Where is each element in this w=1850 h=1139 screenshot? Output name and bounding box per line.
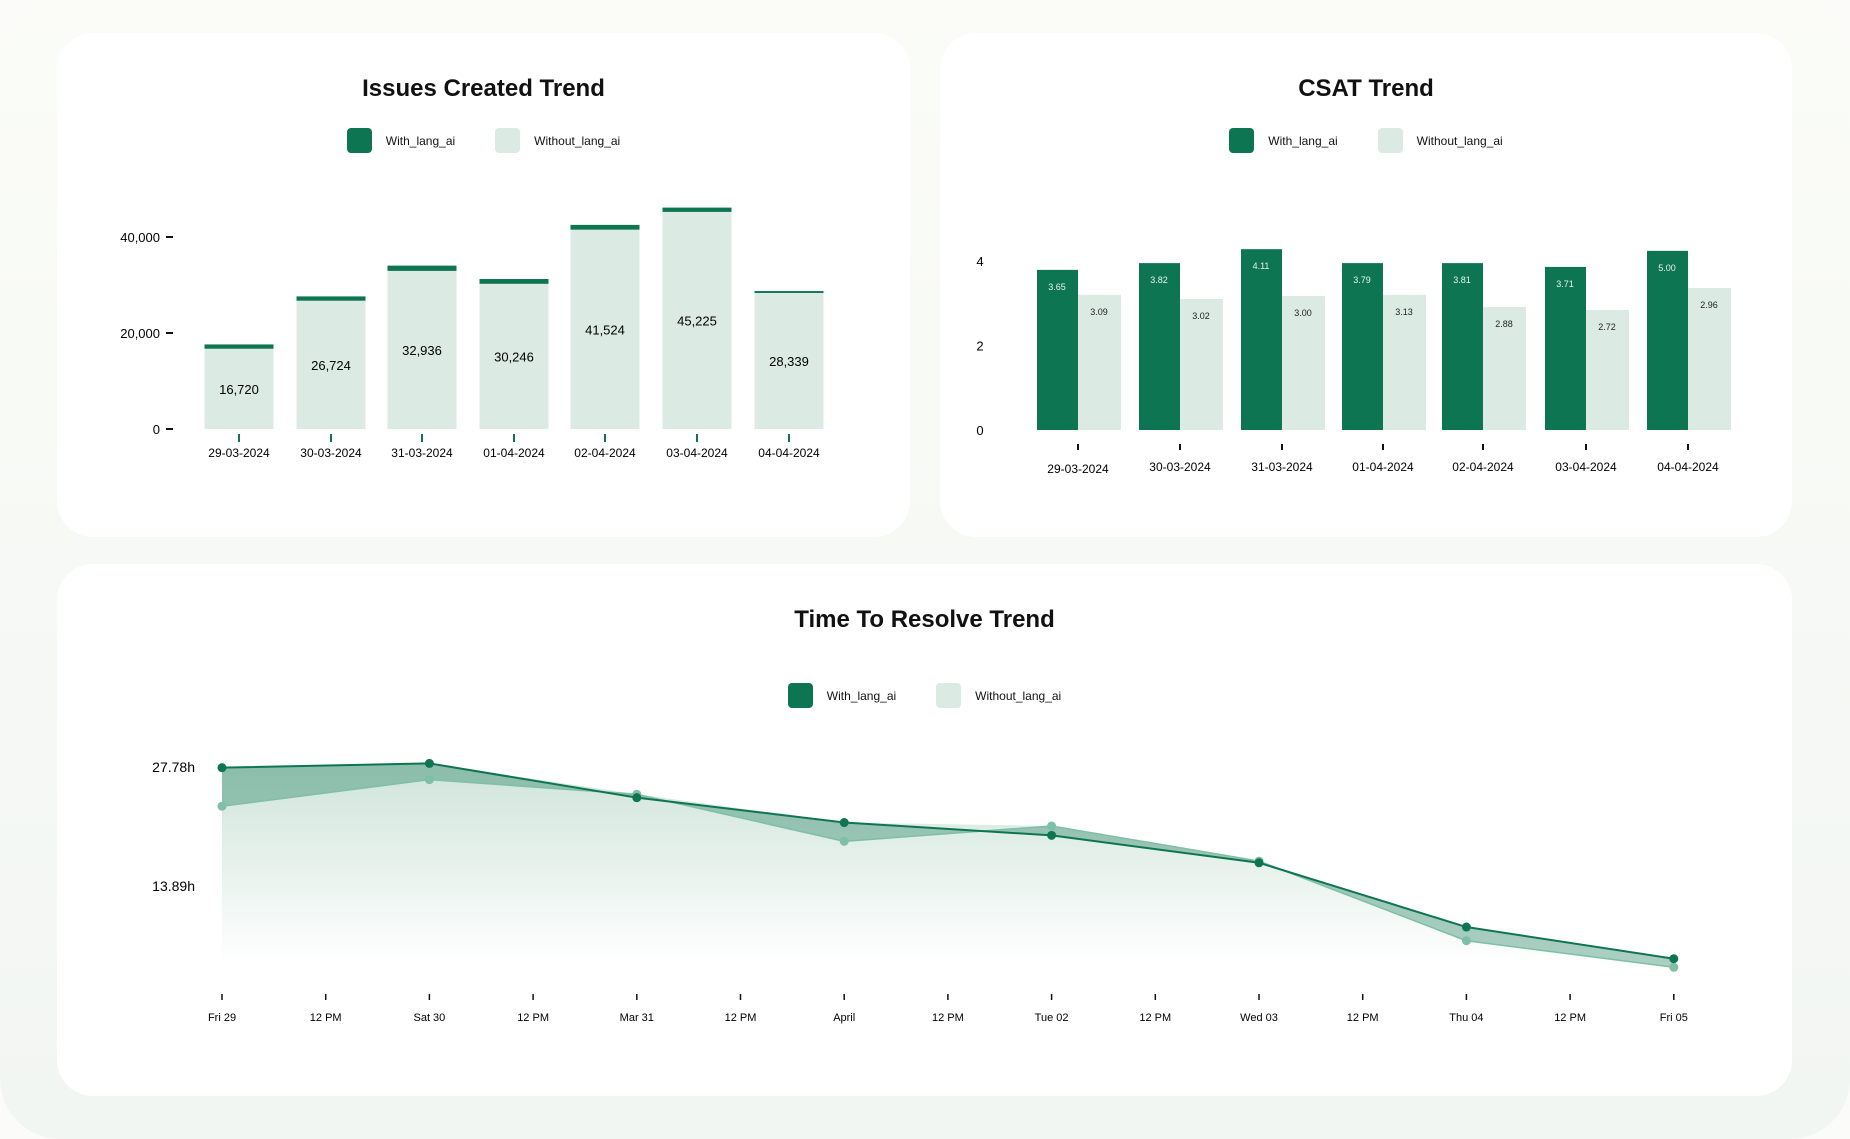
swatch-with bbox=[346, 128, 372, 153]
chart-title: CSAT Trend bbox=[1298, 75, 1434, 102]
swatch-with bbox=[1229, 128, 1255, 153]
legend-label: Without_lang_ai bbox=[534, 133, 621, 148]
legend: With_lang_ai Without_lang_ai bbox=[57, 128, 910, 153]
legend-label: With_lang_ai bbox=[1268, 133, 1338, 148]
swatch-with bbox=[787, 683, 813, 708]
swatch-without bbox=[495, 128, 521, 153]
legend-with[interactable]: With_lang_ai bbox=[346, 128, 456, 153]
legend: With_lang_ai Without_lang_ai bbox=[940, 128, 1792, 153]
legend-without[interactable]: Without_lang_ai bbox=[495, 128, 620, 153]
legend-without[interactable]: Without_lang_ai bbox=[1377, 128, 1503, 153]
legend-label: Without_lang_ai bbox=[1416, 133, 1503, 148]
swatch-without bbox=[1377, 128, 1403, 153]
issues-created-card: Issues Created Trend With_lang_ai Withou… bbox=[57, 33, 910, 537]
time-to-resolve-card: Time To Resolve Trend With_lang_ai Witho… bbox=[57, 564, 1792, 1096]
csat-card: CSAT Trend With_lang_ai Without_lang_ai bbox=[940, 33, 1792, 537]
legend-with[interactable]: With_lang_ai bbox=[1229, 128, 1338, 153]
chart-title: Issues Created Trend bbox=[362, 75, 605, 102]
legend-with[interactable]: With_lang_ai bbox=[787, 683, 897, 708]
legend-label: Without_lang_ai bbox=[975, 688, 1062, 703]
legend-label: With_lang_ai bbox=[826, 688, 897, 703]
legend: With_lang_ai Without_lang_ai bbox=[57, 683, 1792, 708]
legend-label: With_lang_ai bbox=[385, 133, 456, 148]
legend-without[interactable]: Without_lang_ai bbox=[936, 683, 1061, 708]
swatch-without bbox=[936, 683, 962, 708]
chart-title: Time To Resolve Trend bbox=[794, 606, 1055, 633]
